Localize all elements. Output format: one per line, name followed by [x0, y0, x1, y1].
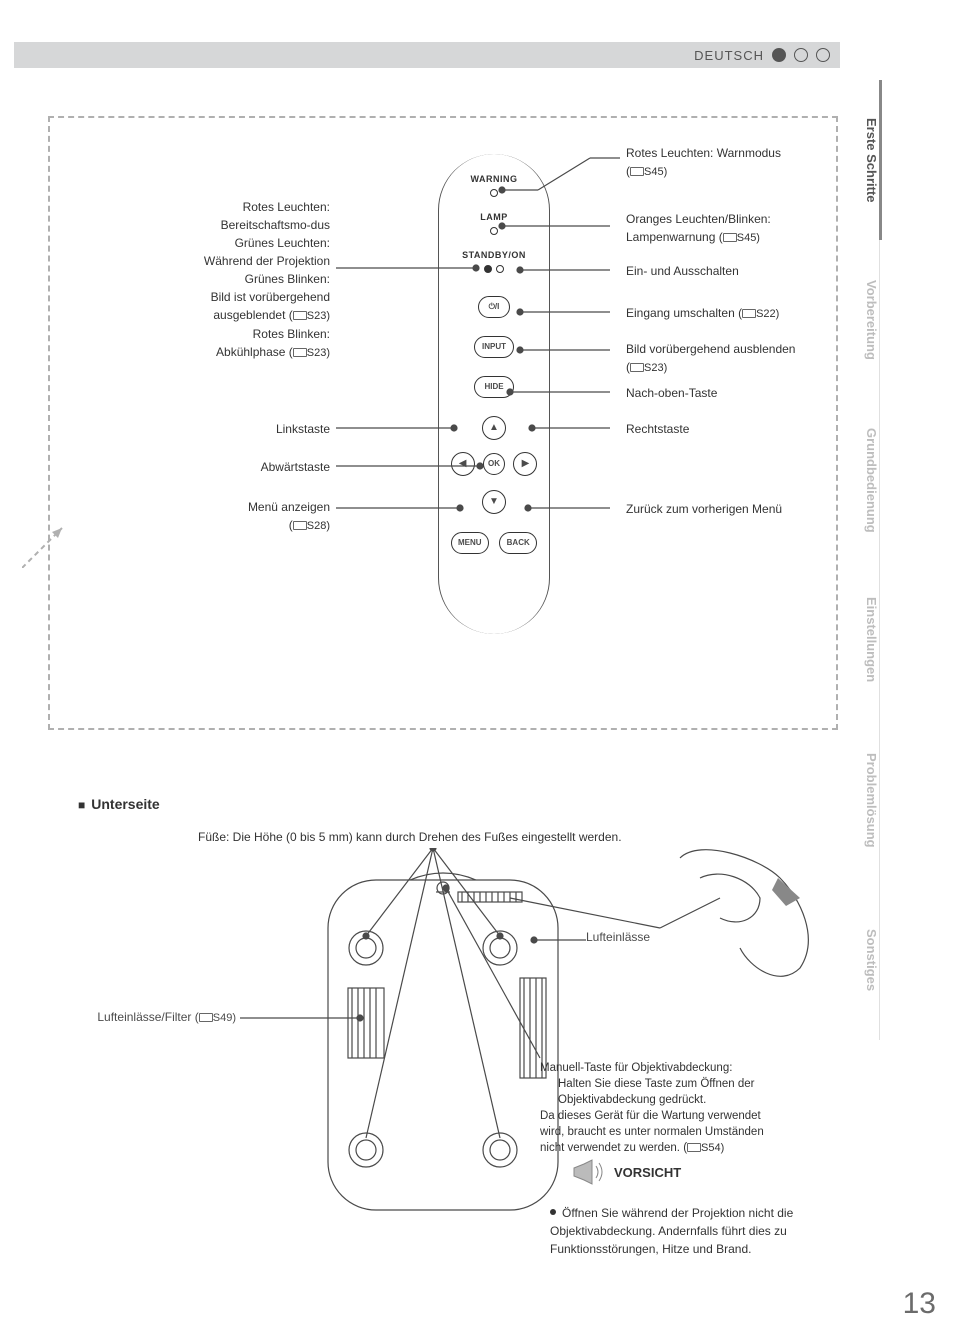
text: Bild vorübergehend ausblenden [626, 340, 836, 358]
dot-empty-icon [794, 48, 808, 62]
page-ref: S45) [644, 166, 667, 178]
text: Halten Sie diese Taste zum Öffnen der [540, 1076, 840, 1092]
up-key-label: Nach-oben-Taste [626, 384, 717, 402]
tab-problemloesung[interactable]: Problemlösung [864, 720, 880, 880]
text: Objektivabdeckung gedrückt. [540, 1092, 840, 1108]
page-ref-icon [293, 348, 307, 357]
text: Grünes Blinken: [70, 270, 330, 288]
text: Öffnen Sie während der Projektion nicht … [550, 1206, 793, 1256]
caution-text: Öffnen Sie während der Projektion nicht … [550, 1204, 850, 1258]
text: Rotes Blinken: [70, 325, 330, 343]
control-panel-diagram: WARNING LAMP STANDBY/ON ⏻/I INPUT [48, 116, 838, 730]
page-ref: S45) [737, 232, 760, 244]
back-description: Zurück zum vorherigen Menü [626, 500, 782, 518]
side-tabs: Erste Schritte Vorbereitung Grundbedienu… [864, 80, 954, 1280]
text: Während der Projektion [70, 252, 330, 270]
filter-label: Lufteinlässe/Filter ( S49) [60, 1010, 236, 1024]
caution-heading: VORSICHT [570, 1158, 681, 1186]
tab-sonstiges[interactable]: Sonstiges [864, 880, 880, 1040]
page-ref-icon [630, 167, 644, 176]
warning-description: Rotes Leuchten: Warnmodus (S45) [626, 144, 836, 181]
standby-led-description: Rotes Leuchten: Bereitschaftsmo-dus Grün… [70, 198, 330, 361]
text: Grünes Leuchten: [70, 234, 330, 252]
text: nicht verwendet zu werden. ( [540, 1142, 687, 1154]
page-ref: S23) [644, 362, 667, 374]
bullet-icon [550, 1209, 556, 1215]
down-key-label: Abwärtstaste [70, 458, 330, 476]
tab-grundbedienung[interactable]: Grundbedienung [864, 400, 880, 560]
page-ref: S22) [756, 308, 779, 320]
tab-erste-schritte[interactable]: Erste Schritte [864, 80, 882, 240]
page-ref: S49) [213, 1012, 236, 1024]
lamp-description: Oranges Leuchten/Blinken: Lampenwarnung … [626, 210, 836, 247]
dot-filled-icon [772, 48, 786, 62]
text: Lampenwarnung ( [626, 230, 723, 244]
text: Oranges Leuchten/Blinken: [626, 210, 836, 228]
text: Lufteinlässe/Filter ( [97, 1010, 198, 1024]
page-ref-icon [723, 233, 737, 242]
tab-einstellungen[interactable]: Einstellungen [864, 560, 880, 720]
page-number: 13 [903, 1287, 936, 1321]
left-key-label: Linkstaste [70, 420, 330, 438]
text: Rotes Leuchten: [70, 198, 330, 216]
text: Eingang umschalten ( [626, 306, 742, 320]
text: Abkühlphase ( [216, 345, 293, 359]
page-ref-icon [293, 311, 307, 320]
page-ref-icon [630, 363, 644, 372]
power-description: Ein- und Ausschalten [626, 262, 739, 280]
hide-description: Bild vorübergehend ausblenden (S23) [626, 340, 836, 377]
language-label: DEUTSCH [694, 48, 764, 63]
manual-button-description: Manuell-Taste für Objektivabdeckung: Hal… [540, 1060, 840, 1157]
page-ref: S23) [307, 310, 330, 322]
page-ref-icon [293, 521, 307, 530]
page-ref-icon [687, 1143, 701, 1152]
page-ref-icon [742, 309, 756, 318]
page-ref: S54) [701, 1142, 724, 1154]
text: Menü anzeigen [70, 498, 330, 516]
text: Da dieses Gerät für die Wartung verwende… [540, 1108, 840, 1124]
vorsicht-label: VORSICHT [614, 1165, 681, 1180]
text: Bild ist vorübergehend [211, 290, 330, 304]
text: Rotes Leuchten: Warnmodus [626, 144, 836, 162]
megaphone-icon [570, 1158, 606, 1186]
menu-label: Menü anzeigen (S28) [70, 498, 330, 535]
right-key-label: Rechtstaste [626, 420, 689, 438]
underside-diagram: Füße: Die Höhe (0 bis 5 mm) kann durch D… [60, 848, 840, 1288]
text: Manuell-Taste für Objektivabdeckung: [540, 1060, 840, 1076]
section-title-unterseite: Unterseite [78, 796, 160, 812]
page-content: DEUTSCH WARNING LAMP STANDBY/ON [0, 0, 854, 1339]
header-bar: DEUTSCH [14, 42, 840, 68]
text: Bereitschaftsmo-dus [70, 216, 330, 234]
page-ref: S28) [307, 520, 330, 532]
tab-vorbereitung[interactable]: Vorbereitung [864, 240, 880, 400]
page-ref-icon [199, 1013, 213, 1022]
feet-description: Füße: Die Höhe (0 bis 5 mm) kann durch D… [198, 830, 622, 844]
text: ausgeblendet ( [213, 308, 292, 322]
input-description: Eingang umschalten ( S22) [626, 304, 779, 323]
text: wird, braucht es unter normalen Umstände… [540, 1124, 840, 1140]
dot-empty-icon [816, 48, 830, 62]
page-ref: S23) [307, 347, 330, 359]
air-inlet-label: Lufteinlässe [586, 930, 650, 944]
